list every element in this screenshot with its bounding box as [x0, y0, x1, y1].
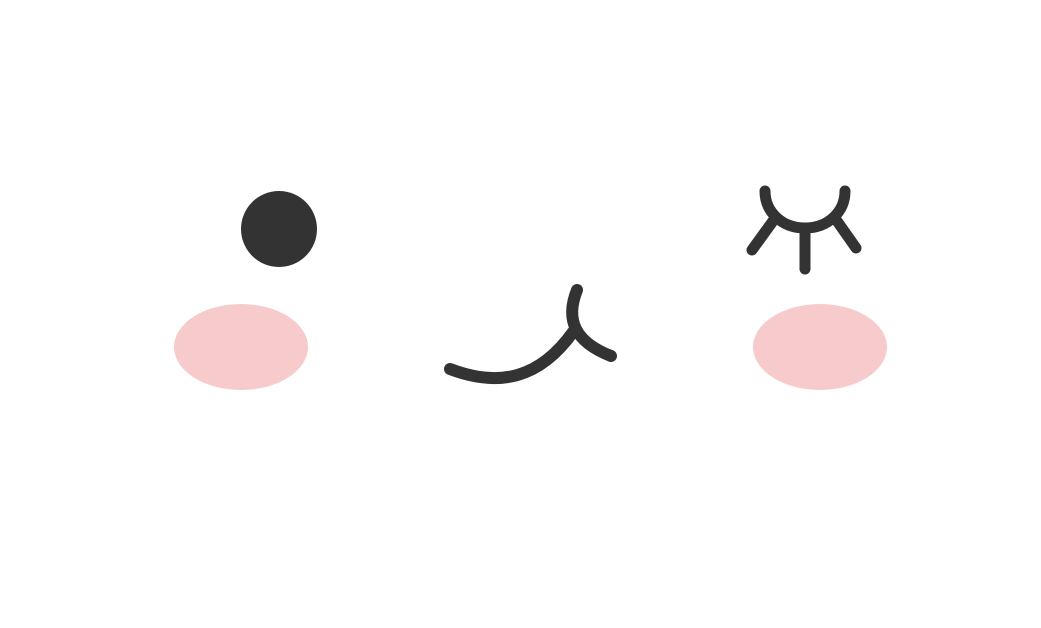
left-eye-dot	[241, 191, 317, 267]
right-eye-lash-left	[746, 215, 779, 256]
smirk-mouth	[444, 284, 617, 385]
left-cheek-blush	[174, 304, 308, 390]
mouth-tick	[566, 284, 617, 362]
right-eye-lash-right	[831, 215, 862, 254]
mouth-curve	[444, 326, 579, 385]
right-cheek-blush	[753, 304, 887, 390]
right-eye-closed	[746, 185, 862, 275]
